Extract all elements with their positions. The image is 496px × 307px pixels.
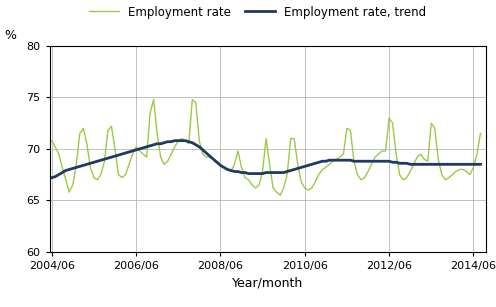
Employment rate, trend: [73, 165, 79, 169]
Employment rate: [478, 132, 484, 135]
Employment rate: [49, 139, 55, 142]
Employment rate: [404, 176, 410, 180]
X-axis label: Year/month: Year/month: [232, 276, 304, 289]
Employment rate, trend: [175, 139, 181, 142]
Employment rate: [98, 173, 104, 177]
Employment rate: [175, 139, 181, 142]
Line: Employment rate: Employment rate: [52, 99, 481, 195]
Employment rate, trend: [239, 171, 245, 174]
Legend: Employment rate, Employment rate, trend: Employment rate, Employment rate, trend: [84, 1, 431, 23]
Employment rate: [151, 98, 157, 101]
Employment rate: [73, 162, 79, 166]
Employment rate: [91, 176, 97, 180]
Employment rate, trend: [172, 139, 178, 142]
Employment rate, trend: [91, 161, 97, 164]
Y-axis label: %: %: [4, 29, 16, 42]
Employment rate, trend: [478, 162, 484, 166]
Employment rate, trend: [49, 176, 55, 180]
Line: Employment rate, trend: Employment rate, trend: [52, 141, 481, 178]
Employment rate: [277, 193, 283, 197]
Employment rate, trend: [400, 161, 406, 165]
Employment rate, trend: [98, 158, 104, 162]
Employment rate: [239, 165, 245, 169]
